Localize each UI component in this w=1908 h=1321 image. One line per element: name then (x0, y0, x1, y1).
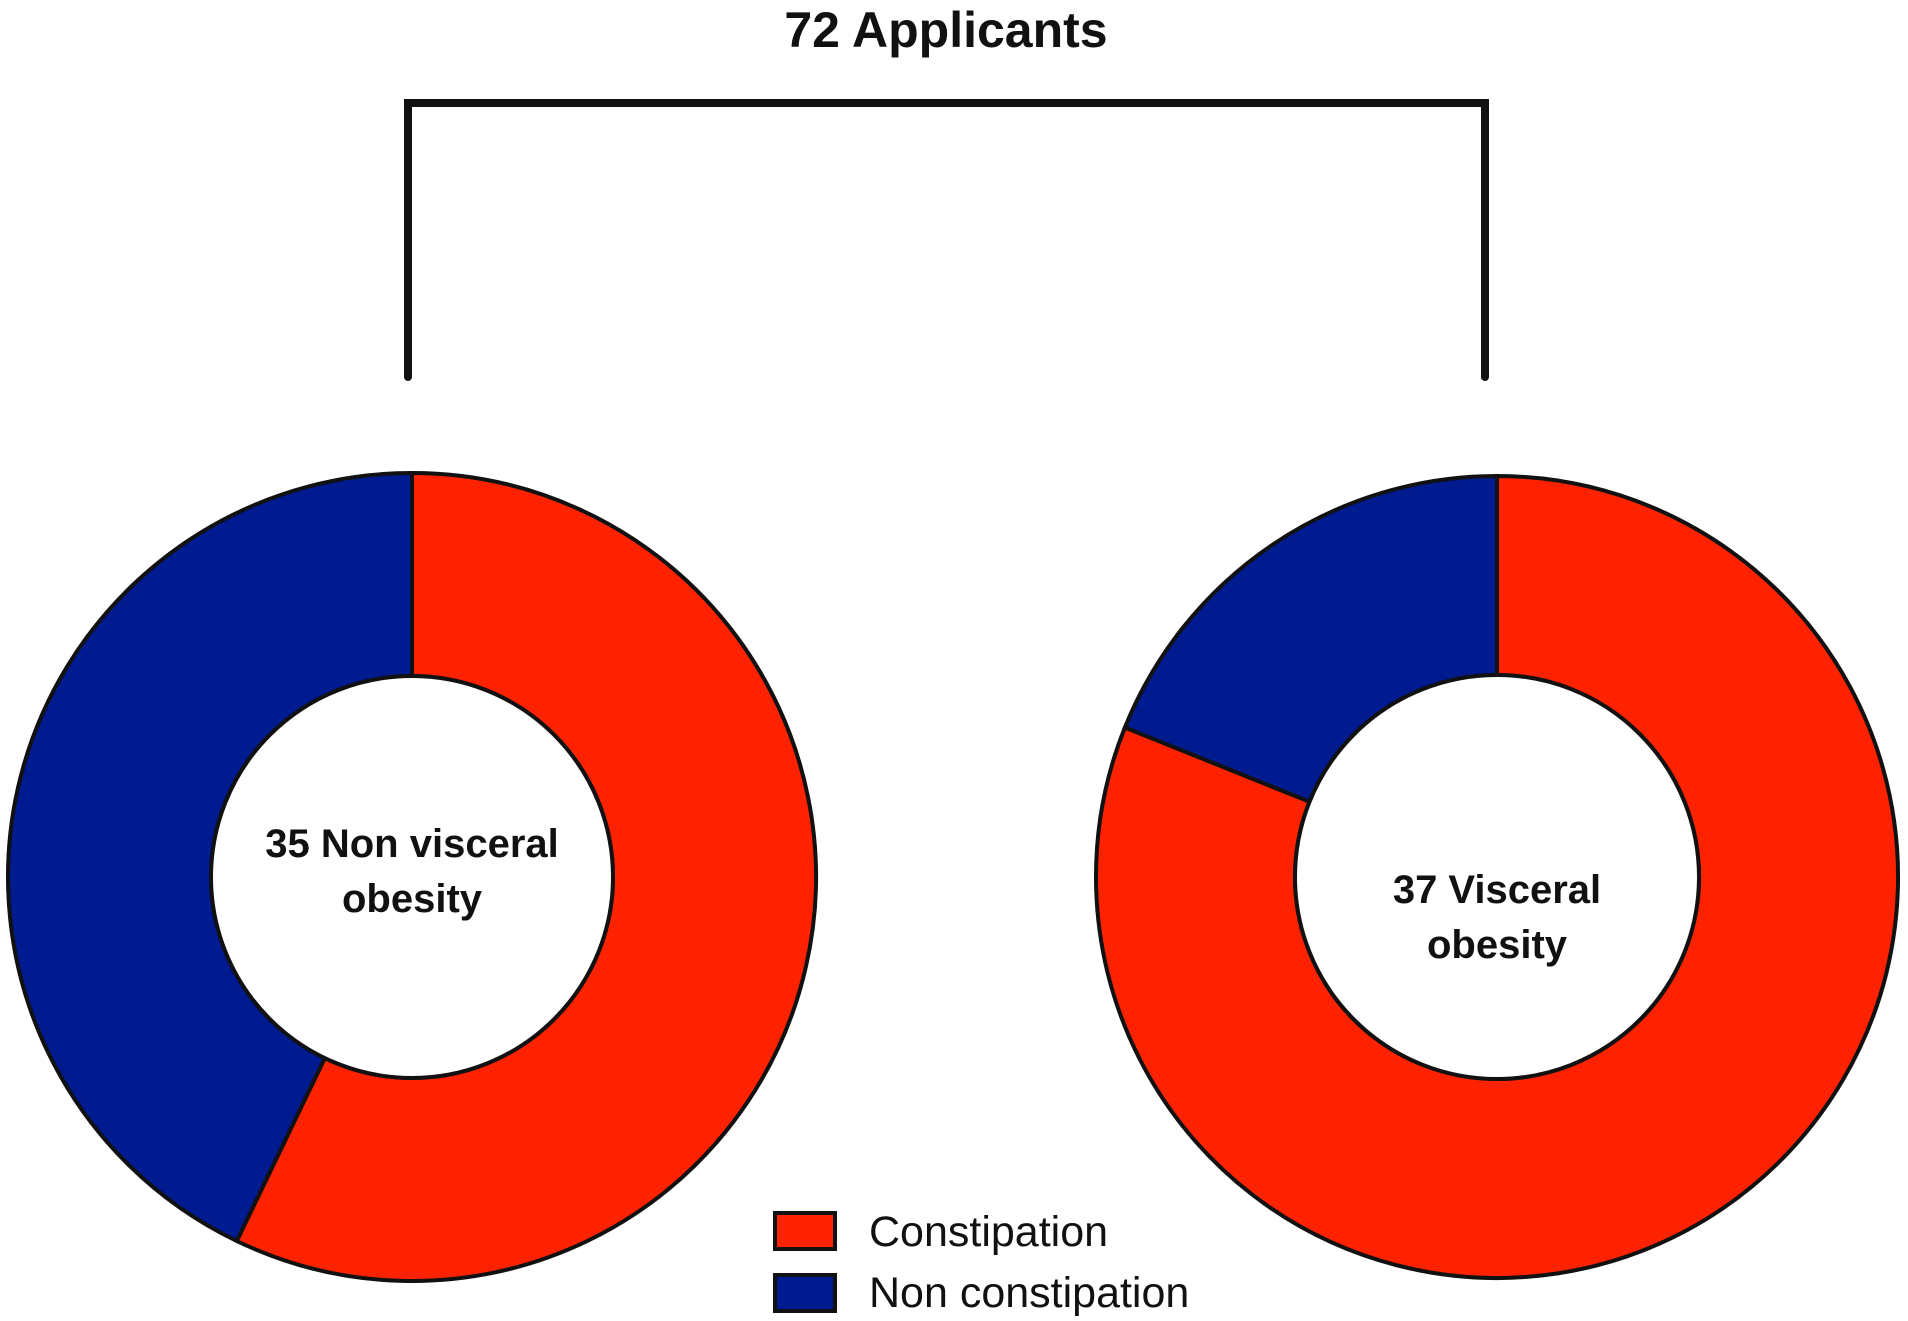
center-label-visceral-line1: 37 Visceral (1393, 868, 1601, 912)
group-bracket (404, 99, 1489, 381)
center-label-non-visceral-line2: obesity (342, 877, 483, 921)
legend-label-non-constipation: Non constipation (869, 1269, 1189, 1317)
legend: Constipation Non constipation (773, 1208, 1189, 1317)
center-label-visceral-line2: obesity (1427, 923, 1568, 967)
center-label-non-visceral-line1: 35 Non visceral (265, 822, 559, 866)
chart-title: 72 Applicants (784, 2, 1107, 58)
donut-hole-visceral (1293, 673, 1701, 1081)
legend-swatch-non-constipation (773, 1273, 837, 1313)
donut-hole-non-visceral (209, 674, 615, 1080)
donut-visceral-obesity (1094, 473, 1901, 1280)
donut-non-visceral-obesity (6, 470, 819, 1283)
legend-swatch-constipation (773, 1211, 837, 1251)
legend-label-constipation: Constipation (869, 1208, 1108, 1256)
